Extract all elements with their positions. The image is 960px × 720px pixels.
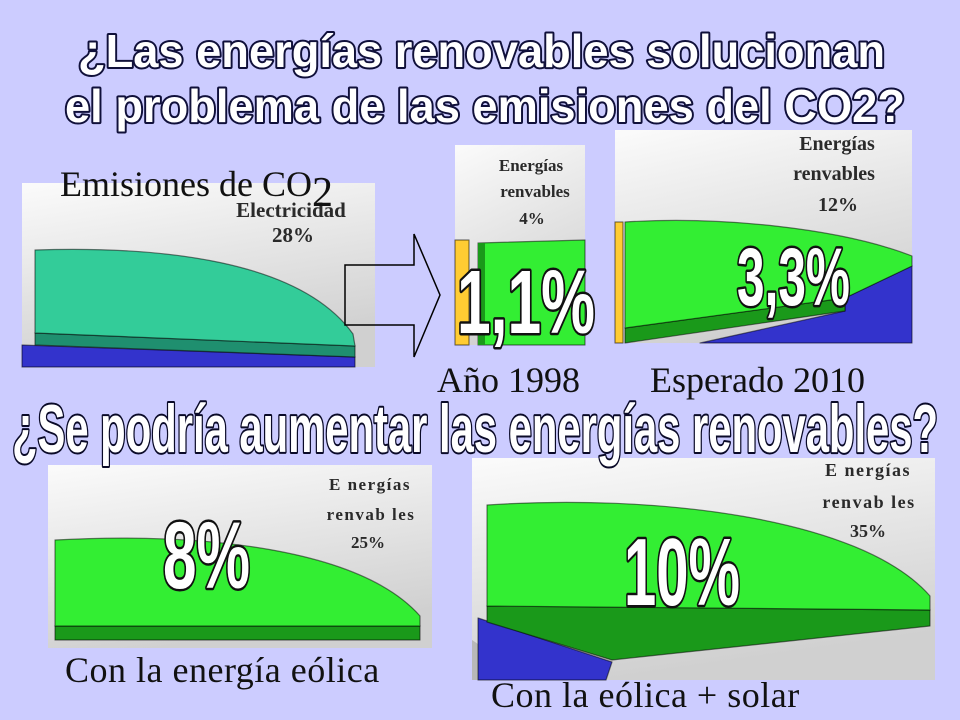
- electricity-slice: [34, 248, 356, 347]
- right-arrow-icon: [344, 233, 441, 358]
- electricity-value: 28%: [272, 223, 314, 247]
- figure-2010-label-line2: renvables: [793, 163, 875, 185]
- figure-1998-label-line1: Energías: [499, 156, 564, 175]
- figure-wind-solar: E nergías renvab les 35%: [472, 458, 935, 681]
- figure-wind-solar-label-line2: renvab les: [822, 492, 915, 512]
- figure-2010: Energías renvables 12%: [614, 130, 913, 344]
- emissions-figure: Electricidad 28%: [21, 183, 375, 368]
- emissions-caption-text: Emisiones de CO: [60, 164, 312, 204]
- figure-wind-solar-label-line1: E nergías: [825, 460, 911, 480]
- title-line-2: el problema de las emisiones del CO2?: [65, 80, 905, 132]
- emissions-caption: Emisiones de CO2: [60, 164, 333, 216]
- figure-2010-renewables-slice: [624, 219, 913, 329]
- highlight-wind-solar: 10%: [624, 519, 740, 626]
- figure-wind-value: 25%: [351, 533, 385, 552]
- highlight-2010: 3,3%: [737, 232, 850, 323]
- caption-wind: Con la energía eólica: [65, 650, 380, 690]
- slide-subtitle: ¿Se podría aumentar las energías renovab…: [12, 391, 938, 467]
- figure-2010-other-slice: [614, 221, 624, 344]
- figure-wind-renewables-slice: [54, 537, 421, 627]
- figure-1998-value: 4%: [519, 209, 545, 228]
- caption-2010: Esperado 2010: [650, 360, 865, 400]
- figure-1998-renewables-side: [478, 243, 485, 345]
- electricity-label: Electricidad: [236, 198, 346, 222]
- figure-2010-value: 12%: [818, 194, 858, 216]
- title-line-1: ¿Las energías renovables solucionan: [78, 25, 885, 77]
- figure-wind: E nergías renvab les 25%: [48, 465, 432, 648]
- figure-1998-other-slice: [454, 239, 470, 346]
- caption-1998: Año 1998: [437, 360, 580, 400]
- figure-wind-label-line2: renvab les: [327, 505, 416, 524]
- figure-2010-label-line1: Energías: [799, 133, 875, 155]
- caption-wind-solar: Con la eólica + solar: [491, 675, 800, 715]
- figure-wind-solar-blue-slice: [477, 617, 613, 681]
- highlight-1998: 1,1%: [457, 253, 595, 353]
- figure-wind-solar-renewables-slice: [486, 501, 931, 611]
- figure-1998: Energías renvables 4%: [454, 145, 586, 346]
- figure-wind-solar-value: 35%: [850, 521, 886, 541]
- figure-wind-label-line1: E nergías: [329, 475, 411, 494]
- figure-wind-renewables-side: [54, 625, 421, 641]
- slide-title: ¿Las energías renovables solucionan el p…: [63, 23, 907, 134]
- figure-1998-label-line2: renvables: [500, 182, 570, 201]
- co2-subscript: 2: [312, 170, 333, 216]
- highlight-wind: 8%: [163, 503, 250, 609]
